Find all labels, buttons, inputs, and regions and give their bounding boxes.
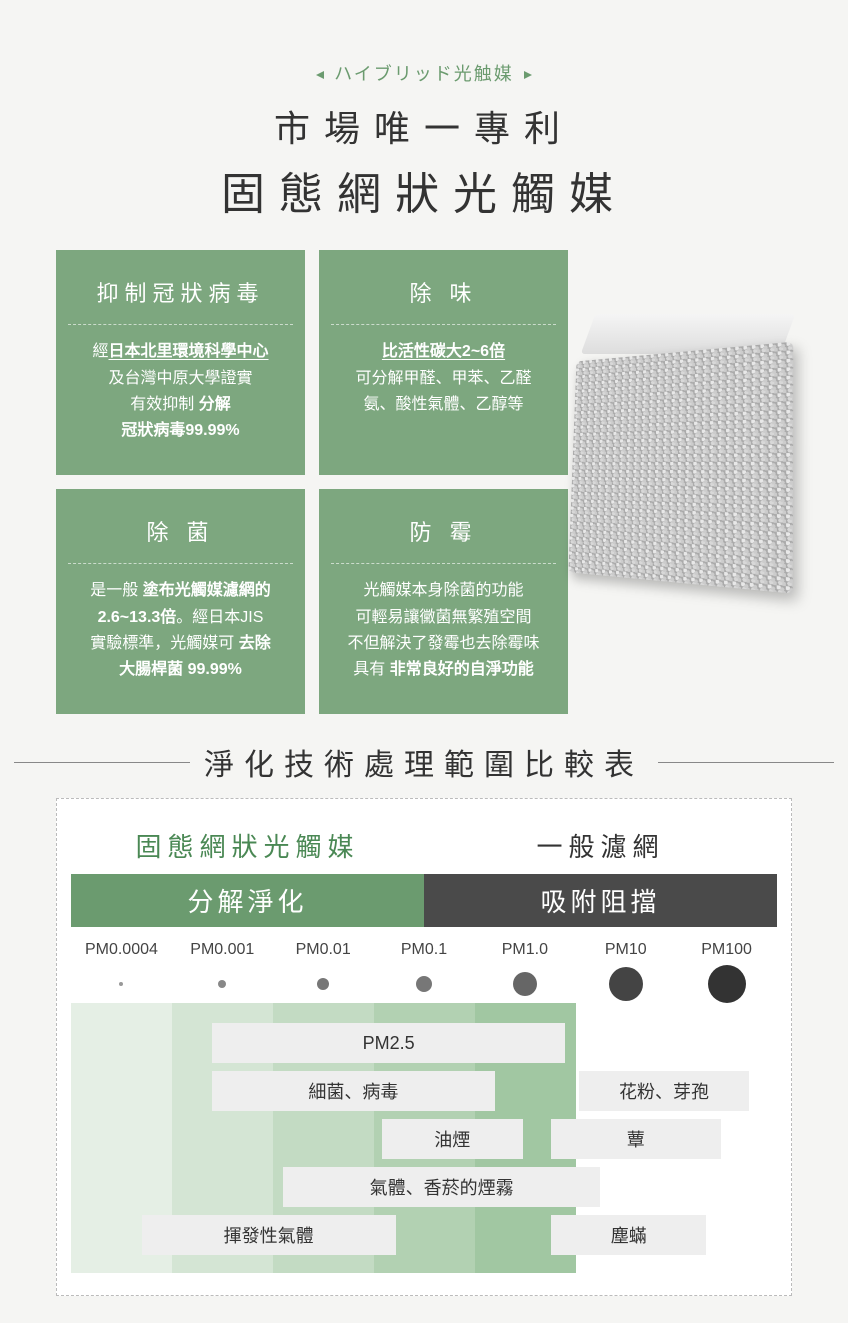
card-body: 經日本北里環境科學中心及台灣中原大學證實有效抑制 分解冠狀病毒99.99% [68, 339, 293, 445]
particle-bar: PM2.5 [212, 1023, 565, 1063]
pm-dot-cell [575, 967, 676, 1001]
title-line2: 固態網狀光觸媒 [0, 158, 848, 222]
pm-dot [708, 965, 746, 1003]
feature-card: 抑制冠狀病毒經日本北里環境科學中心及台灣中原大學證實有效抑制 分解冠狀病毒99.… [56, 250, 305, 475]
particle-bar: 花粉、芽孢 [579, 1071, 748, 1111]
card-body: 光觸媒本身除菌的功能可輕易讓黴菌無繁殖空間不但解決了發霉也去除霉味具有 非常良好… [331, 578, 556, 684]
card-body: 比活性碳大2~6倍可分解甲醛、甲苯、乙醛氨、酸性氣體、乙醇等 [331, 339, 556, 418]
pm-dot [119, 982, 123, 986]
pm-dots-row [71, 967, 777, 1001]
title-line1: 市場唯一專利 [0, 100, 848, 152]
card-title: 抑制冠狀病毒 [68, 276, 293, 325]
comparison-section-title: 淨化技術處理範圍比較表 [0, 740, 848, 784]
card-body: 是一般 塗布光觸媒濾網的2.6~13.3倍。經日本JIS實驗標準，光觸媒可 去除… [68, 578, 293, 684]
pm-dot-cell [676, 967, 777, 1001]
card-title: 除 菌 [68, 515, 293, 564]
feature-cards: 抑制冠狀病毒經日本北里環境科學中心及台灣中原大學證實有效抑制 分解冠狀病毒99.… [56, 250, 568, 714]
table-col-headers: 固態網狀光觸媒 一般濾網 [71, 817, 777, 874]
col-sub-adsorb: 吸附阻擋 [424, 874, 777, 927]
particle-bar: 細菌、病毒 [212, 1071, 494, 1111]
pm-dot-cell [374, 967, 475, 1001]
pm-label: PM1.0 [474, 941, 575, 959]
card-title: 防 霉 [331, 515, 556, 564]
particle-bar: 油煙 [382, 1119, 523, 1159]
pm-dot [218, 980, 226, 988]
particle-bar: 氣體、香菸的煙霧 [283, 1167, 601, 1207]
col-header-photocatalyst: 固態網狀光觸媒 [71, 817, 424, 874]
particle-bar: 塵蟎 [551, 1215, 706, 1255]
subtitle-jp: ハイブリッド光触媒 [0, 60, 848, 86]
pm-scale-row: PM0.0004PM0.001PM0.01PM0.1PM1.0PM10PM100 [71, 941, 777, 959]
pm-label: PM0.1 [374, 941, 475, 959]
pm-dot-cell [474, 967, 575, 1001]
particle-bars-area: PM2.5 細菌、病毒 花粉、芽孢油煙蕈氣體、香菸的煙霧揮發性氣體 塵蟎 [71, 1003, 777, 1273]
pm-label: PM0.001 [172, 941, 273, 959]
table-col-subs: 分解淨化 吸附阻擋 [71, 874, 777, 927]
feature-card: 除 味比活性碳大2~6倍可分解甲醛、甲苯、乙醛氨、酸性氣體、乙醇等 [319, 250, 568, 475]
particle-bar: 蕈 [551, 1119, 720, 1159]
particle-bar: 揮發性氣體 [142, 1215, 396, 1255]
pm-dot-cell [273, 967, 374, 1001]
col-sub-decompose: 分解淨化 [71, 874, 424, 927]
feature-card: 防 霉光觸媒本身除菌的功能可輕易讓黴菌無繁殖空間不但解決了發霉也去除霉味具有 非… [319, 489, 568, 714]
pm-label: PM10 [575, 941, 676, 959]
filter-product-image [548, 310, 808, 600]
pm-label: PM100 [676, 941, 777, 959]
pm-dot-cell [172, 967, 273, 1001]
pm-label: PM0.01 [273, 941, 374, 959]
pm-dot [513, 972, 537, 996]
pm-dot [317, 978, 329, 990]
pm-dot-cell [71, 967, 172, 1001]
header: ハイブリッド光触媒 市場唯一專利 固態網狀光觸媒 [0, 0, 848, 222]
filter-mesh [568, 342, 793, 594]
col-header-general-filter: 一般濾網 [424, 817, 777, 874]
pm-dot [416, 976, 432, 992]
card-title: 除 味 [331, 276, 556, 325]
feature-card: 除 菌是一般 塗布光觸媒濾網的2.6~13.3倍。經日本JIS實驗標準，光觸媒可… [56, 489, 305, 714]
pm-dot [609, 967, 643, 1001]
pm-label: PM0.0004 [71, 941, 172, 959]
comparison-table: 固態網狀光觸媒 一般濾網 分解淨化 吸附阻擋 PM0.0004PM0.001PM… [56, 798, 792, 1296]
